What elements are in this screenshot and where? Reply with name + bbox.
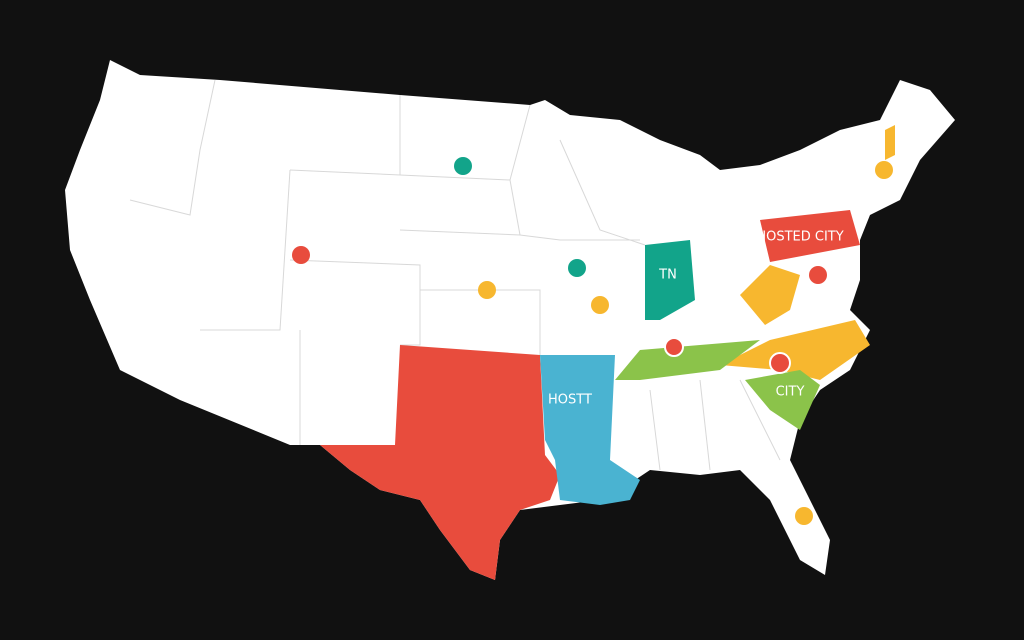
marker xyxy=(809,266,827,284)
label: TN xyxy=(658,268,677,283)
marker xyxy=(769,352,791,374)
region-tennessee xyxy=(615,340,760,380)
marker xyxy=(591,296,609,314)
region-pennsylvania xyxy=(760,210,860,262)
region-vermont xyxy=(885,125,895,160)
marker xyxy=(454,157,472,175)
state-borders xyxy=(129,79,781,471)
marker xyxy=(875,161,893,179)
region-texas xyxy=(320,345,560,580)
region-arkansas xyxy=(540,355,640,505)
region-south-carolina xyxy=(745,370,820,430)
region-west-virginia xyxy=(740,265,800,325)
marker xyxy=(292,246,310,264)
region-indiana xyxy=(645,240,695,320)
marker xyxy=(478,281,496,299)
marker xyxy=(568,259,586,277)
label: HOSTT xyxy=(548,393,592,408)
us-outline xyxy=(65,60,955,580)
region-north-carolina xyxy=(720,320,870,380)
marker xyxy=(664,337,684,357)
marker xyxy=(795,507,813,525)
label: CITY xyxy=(776,385,805,400)
label: HOSTED CITY xyxy=(756,230,843,245)
markers xyxy=(292,157,893,525)
